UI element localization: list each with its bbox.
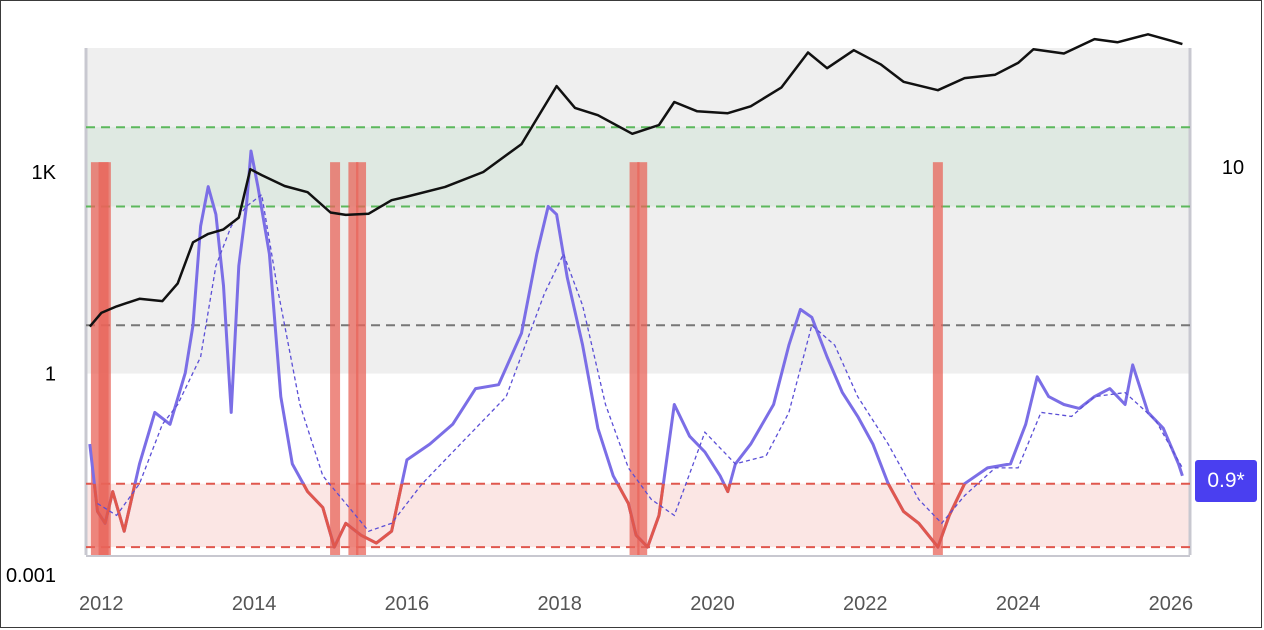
red-marker (932, 162, 943, 555)
price-line (88, 33, 1183, 328)
red-marker (356, 162, 367, 555)
value-badge: 0.9* (1195, 460, 1257, 502)
tick-layer: 2012 2014 2016 2018 2020 2022 2024 2026 1K 1 0.001… (6, 157, 1244, 615)
oscillator-line (88, 149, 1184, 549)
x-tick-label: 2012 (79, 593, 124, 615)
red-marker-layer (90, 162, 943, 555)
red-marker (90, 162, 101, 555)
red-marker (629, 162, 640, 555)
y-left-tick-label: 1 (45, 364, 56, 386)
red-marker (637, 162, 648, 555)
x-tick-label: 2024 (996, 593, 1041, 615)
x-tick-label: 2022 (843, 593, 888, 615)
red-marker (330, 162, 341, 555)
red-marker (100, 162, 111, 555)
series-layer (88, 33, 1184, 549)
x-tick-label: 2016 (385, 593, 430, 615)
x-tick-label: 2020 (690, 593, 735, 615)
x-tick-label: 2018 (537, 593, 582, 615)
x-tick-label: 2014 (232, 593, 277, 615)
x-tick-label: 2026 (1149, 593, 1194, 615)
y-left-tick-label: 1K (32, 162, 57, 184)
y-right-tick-label: 10 (1222, 157, 1244, 179)
y-left-tick-label: 0.001 (6, 565, 56, 587)
red-marker (348, 162, 359, 555)
